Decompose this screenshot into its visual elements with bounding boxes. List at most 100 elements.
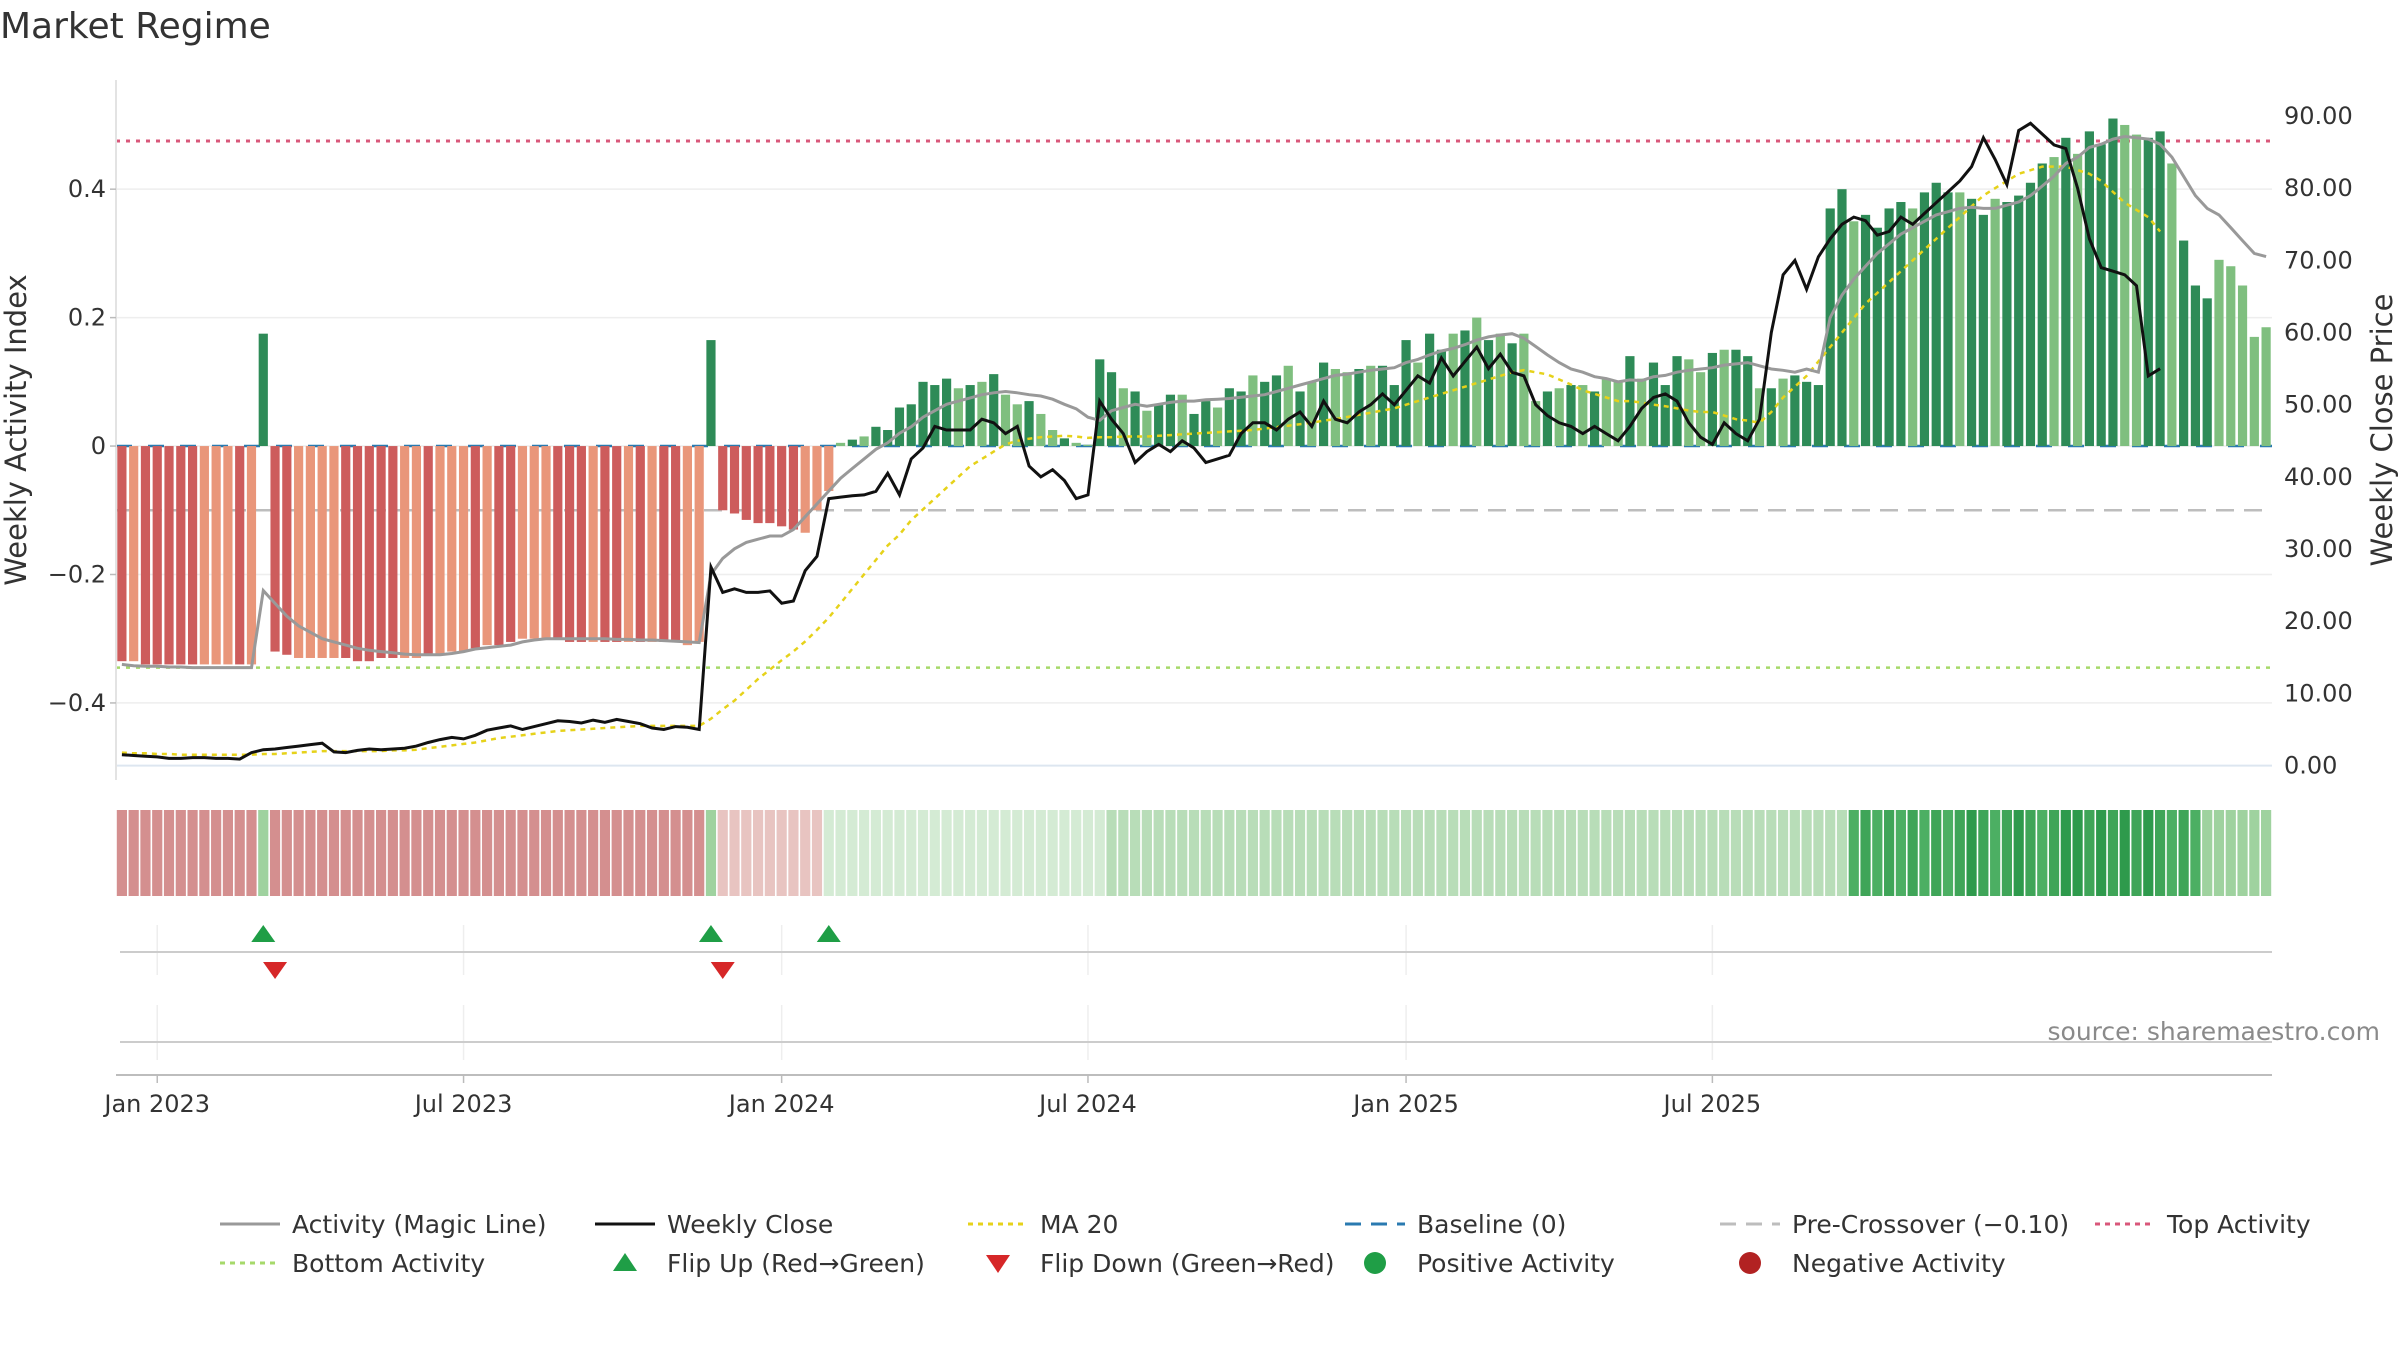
strength-cell — [458, 810, 469, 896]
activity-bar — [2037, 163, 2047, 447]
activity-bar — [1531, 401, 1541, 447]
strength-cell — [1294, 810, 1306, 896]
activity-bar — [1059, 438, 1069, 447]
legend-label: Negative Activity — [1792, 1249, 2006, 1278]
strength-cell — [2048, 810, 2060, 896]
activity-bar — [564, 446, 575, 642]
activity-bar — [164, 446, 174, 665]
activity-bar — [1802, 381, 1812, 447]
activity-bar — [694, 446, 704, 642]
strength-cell — [1884, 810, 1895, 896]
activity-bar — [1837, 189, 1847, 447]
legend-label: Positive Activity — [1417, 1249, 1615, 1278]
activity-bar — [270, 446, 280, 652]
strength-cell — [847, 810, 858, 896]
strength-cell — [1448, 810, 1459, 896]
activity-bar — [1401, 340, 1411, 447]
strength-cell — [929, 810, 940, 896]
activity-bar — [1707, 352, 1717, 447]
activity-bar — [894, 407, 905, 447]
activity-bar — [258, 333, 268, 447]
strength-cell — [800, 810, 811, 896]
strength-cell — [1365, 810, 1376, 896]
activity-bar — [1212, 407, 1223, 447]
strength-cell — [1495, 810, 1506, 896]
strength-cell — [941, 810, 952, 896]
activity-bar — [883, 430, 893, 447]
left-tick-label: 0 — [91, 432, 106, 460]
activity-bars — [117, 118, 2271, 665]
legend-item: MA 20 — [968, 1210, 1118, 1239]
x-tick-label: Jul 2024 — [1037, 1090, 1137, 1118]
activity-bar — [400, 446, 410, 658]
magic-line — [121, 134, 2267, 670]
x-tick-label: Jan 2025 — [1351, 1090, 1459, 1118]
left-tick-label: −0.2 — [48, 560, 106, 588]
activity-bar — [199, 446, 209, 665]
activity-bar — [447, 446, 457, 652]
strength-cell — [364, 810, 375, 896]
activity-bar — [623, 446, 634, 642]
line-series — [121, 121, 2267, 761]
activity-bar — [1224, 388, 1234, 447]
strength-cell — [1177, 810, 1188, 896]
activity-bar — [329, 446, 339, 658]
activity-bar — [423, 446, 433, 655]
activity-bar — [1790, 375, 1800, 447]
x-tick-label: Jul 2025 — [1662, 1090, 1762, 1118]
activity-bar — [871, 426, 881, 447]
strength-cell — [2261, 810, 2272, 896]
strength-cell — [128, 810, 139, 896]
strength-cell — [211, 810, 222, 896]
activity-bar — [1118, 388, 1128, 447]
activity-bar — [1554, 388, 1564, 447]
activity-bar — [977, 381, 987, 447]
strength-cell — [1624, 810, 1636, 896]
activity-bar — [765, 446, 775, 524]
strength-cell — [2225, 810, 2236, 896]
activity-bar — [1731, 349, 1741, 447]
right-tick-label: 10.00 — [2284, 679, 2353, 707]
x-tick-label: Jul 2023 — [413, 1090, 513, 1118]
left-tick-label: 0.4 — [68, 175, 106, 203]
strength-cell — [1306, 810, 1317, 896]
activity-bar — [1083, 444, 1093, 447]
strength-cell — [1130, 810, 1141, 896]
strength-cell — [1035, 810, 1046, 896]
strength-cell — [1224, 810, 1235, 896]
legend-item: Bottom Activity — [220, 1249, 485, 1278]
strength-cell — [1931, 810, 1942, 896]
strength-cell — [2131, 810, 2142, 896]
strength-cell — [2072, 810, 2083, 896]
activity-bar — [1036, 413, 1046, 447]
activity-bar — [1330, 368, 1340, 447]
right-tick-label: 60.00 — [2284, 319, 2353, 347]
legend-swatch-triangle-down — [986, 1255, 1010, 1273]
activity-bar — [941, 378, 952, 447]
activity-bar — [2226, 266, 2236, 447]
activity-bar — [1813, 385, 1824, 447]
strength-cell — [1271, 810, 1282, 896]
activity-bar — [1130, 391, 1140, 447]
activity-bar — [1860, 214, 1871, 447]
activity-bar — [1943, 192, 1953, 447]
weekly-close-line — [121, 121, 2161, 761]
strength-cell — [823, 810, 834, 896]
legend-label: Activity (Magic Line) — [292, 1210, 546, 1239]
x-tick-label: Jan 2023 — [102, 1090, 210, 1118]
strength-cell — [764, 810, 775, 896]
legend-label: Bottom Activity — [292, 1249, 485, 1278]
legend-item: Flip Up (Red→Green) — [613, 1249, 925, 1278]
strength-cell — [658, 810, 669, 896]
activity-bar — [2120, 124, 2130, 447]
strength-cell — [434, 810, 446, 896]
flip-down-marker — [710, 962, 735, 979]
strength-cell — [1565, 810, 1577, 896]
legend-item: Top Activity — [2095, 1210, 2311, 1239]
strength-cell — [1601, 810, 1612, 896]
strength-cell — [1671, 810, 1683, 896]
activity-bar — [176, 446, 186, 665]
strength-cell — [588, 810, 599, 896]
strength-cell — [1483, 810, 1494, 896]
activity-bar — [1342, 372, 1352, 447]
